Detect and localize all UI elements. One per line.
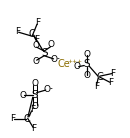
Text: O: O — [43, 85, 50, 94]
Text: O: O — [33, 57, 40, 66]
Text: F: F — [94, 82, 99, 91]
Text: O: O — [74, 62, 81, 71]
Text: O: O — [83, 50, 90, 59]
Text: O: O — [33, 41, 40, 50]
Text: S: S — [84, 59, 90, 69]
Text: +++: +++ — [68, 59, 83, 64]
Text: F: F — [31, 124, 36, 133]
Text: S: S — [32, 90, 38, 100]
Text: F: F — [108, 78, 113, 87]
Text: O: O — [51, 55, 58, 64]
Text: O: O — [20, 91, 27, 99]
Text: F: F — [35, 18, 40, 27]
Text: F: F — [110, 69, 115, 78]
Text: F: F — [10, 114, 16, 123]
Text: -: - — [57, 54, 60, 63]
Text: O: O — [31, 102, 38, 111]
Text: C: C — [24, 114, 31, 124]
Text: F: F — [34, 35, 39, 44]
Text: Ce: Ce — [57, 59, 70, 69]
Text: O: O — [31, 79, 38, 88]
Text: S: S — [41, 48, 47, 58]
Text: F: F — [15, 27, 20, 36]
Text: C: C — [29, 29, 36, 39]
Text: O: O — [83, 71, 90, 80]
Text: C: C — [97, 72, 103, 82]
Text: -: - — [49, 84, 52, 93]
Text: F: F — [30, 105, 35, 114]
Text: O: O — [47, 40, 54, 49]
